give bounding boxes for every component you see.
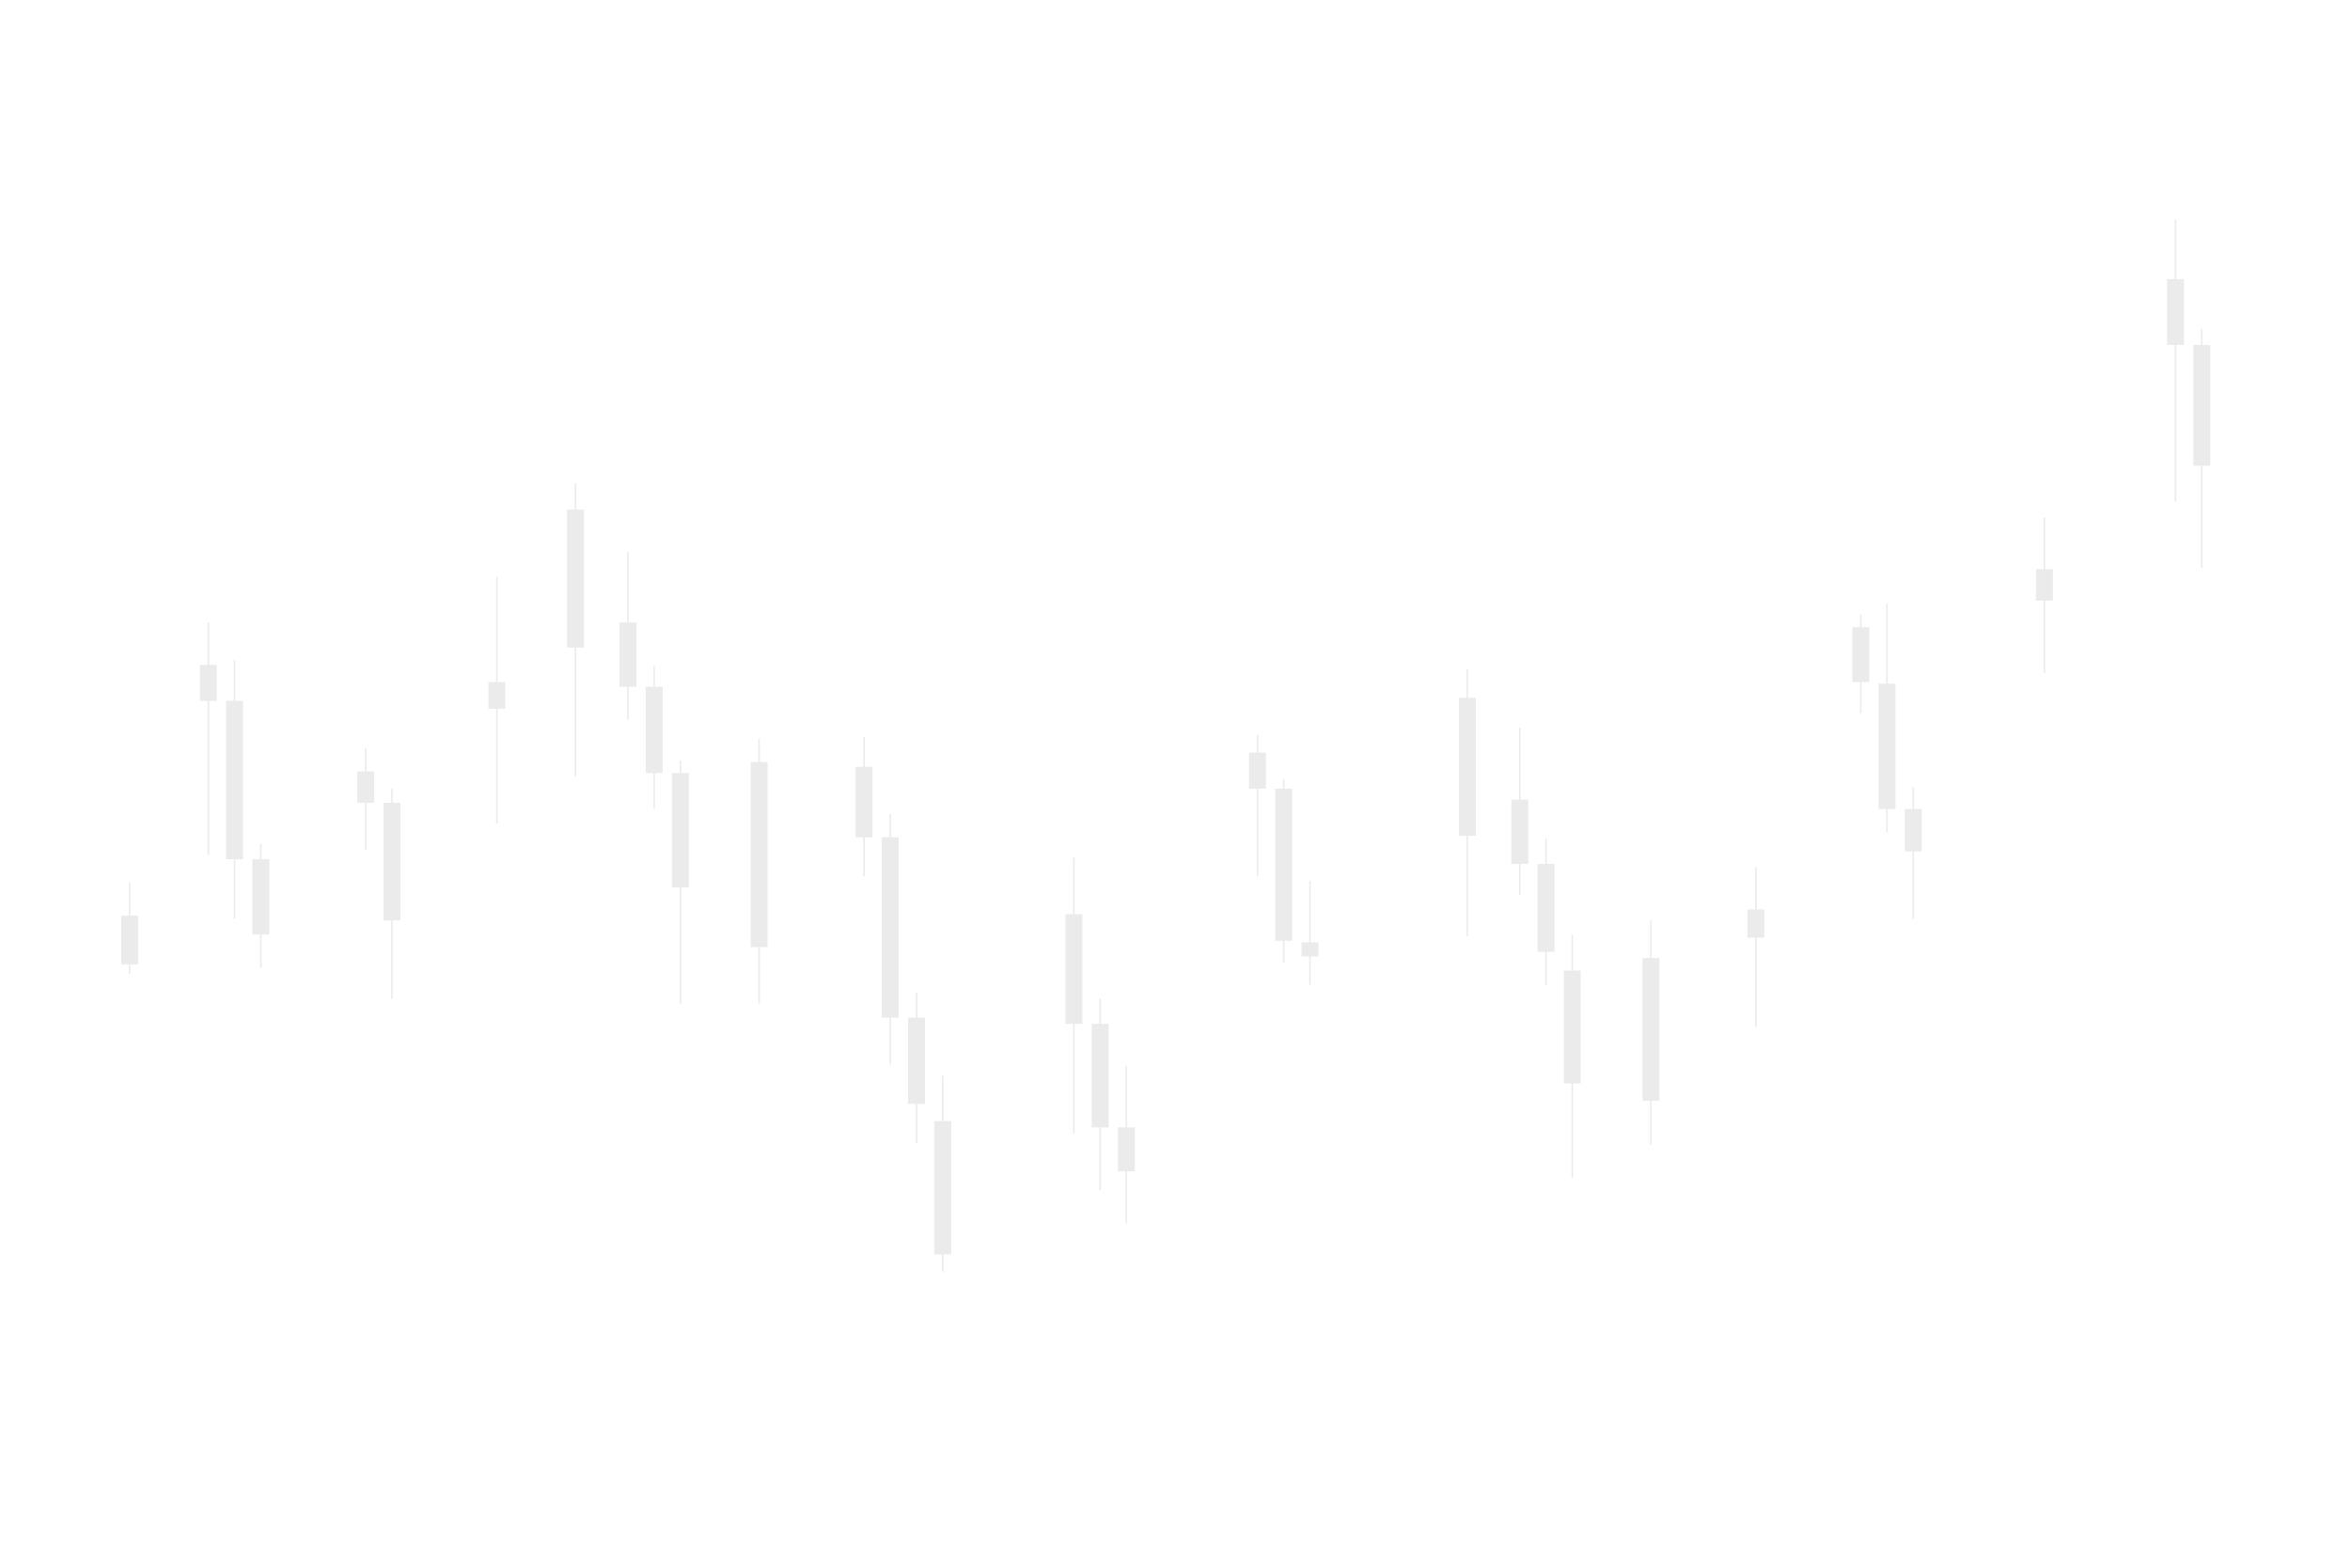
candle [750, 738, 768, 1004]
candle [645, 666, 663, 809]
candle [1248, 735, 1266, 877]
candle [907, 992, 925, 1143]
candle [357, 747, 375, 851]
candle [1118, 1066, 1136, 1224]
candle-body [2193, 344, 2211, 466]
candle [1301, 881, 1319, 985]
candle-body [1747, 909, 1764, 938]
candle [1747, 867, 1764, 1027]
candle [2193, 329, 2211, 568]
candle [1852, 614, 1870, 713]
candle-body [1458, 698, 1476, 837]
candle-body [1301, 942, 1319, 957]
candle-body [645, 686, 663, 774]
candle-body [383, 803, 400, 921]
candle-body [1537, 864, 1555, 952]
candle [1065, 857, 1083, 1134]
candle-body [907, 1017, 925, 1105]
candle [252, 843, 270, 968]
candle [120, 883, 138, 974]
candle [882, 813, 900, 1065]
candle [1511, 727, 1528, 896]
candle-body [1248, 752, 1266, 790]
candle-body [2035, 569, 2053, 601]
candle [619, 552, 637, 720]
candle-body [1091, 1024, 1109, 1128]
candle [567, 482, 585, 776]
candle [2167, 219, 2185, 502]
candle [1904, 787, 1922, 919]
candle [383, 789, 400, 999]
candle [1275, 778, 1293, 964]
candle-body [1065, 914, 1083, 1025]
candle-body [1563, 970, 1581, 1084]
candle [933, 1075, 951, 1272]
candle-body [567, 510, 585, 648]
candle-body [619, 622, 637, 687]
candle-body [882, 837, 900, 1018]
candle [2035, 517, 2053, 673]
candle-body [357, 771, 375, 804]
candle [1642, 920, 1660, 1145]
candle-body [226, 700, 243, 860]
candles-layer [120, 219, 2211, 1272]
candle [199, 622, 217, 855]
candle [1563, 934, 1581, 1178]
candle [226, 660, 243, 919]
candle-body [933, 1121, 951, 1255]
candle [855, 736, 873, 877]
candle-body [120, 916, 138, 964]
candle [1537, 839, 1555, 985]
candle-body [855, 766, 873, 838]
candle [1458, 669, 1476, 936]
candle-body [488, 682, 506, 709]
candle-body [1118, 1127, 1136, 1171]
candle [671, 760, 689, 1004]
candle-body [1511, 799, 1528, 865]
candle-body [671, 773, 689, 888]
candle-body [252, 859, 270, 935]
candle-body [750, 761, 768, 948]
candle-body [1878, 683, 1896, 809]
candle [488, 576, 506, 823]
candle-body [2167, 278, 2185, 345]
candle-body [1904, 808, 1922, 852]
candle-body [1275, 789, 1293, 941]
candle [1878, 604, 1896, 833]
candle-body [1852, 627, 1870, 682]
candle-body [1642, 958, 1660, 1101]
candle-body [199, 665, 217, 701]
candle [1091, 998, 1109, 1191]
